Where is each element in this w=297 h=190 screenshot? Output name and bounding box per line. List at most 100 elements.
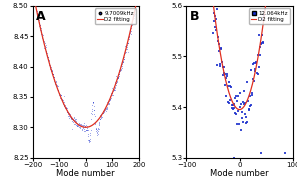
Point (211, 32, 215, 35)
Point (86, 133, 90, 136)
Point (40, 33, 45, 36)
Point (52, 78, 57, 81)
X-axis label: Mode number: Mode number (56, 169, 115, 178)
Point (56, 85, 61, 88)
Point (261, 42, 266, 45)
Point (36, 19, 41, 22)
Point (60, 97, 65, 101)
X-axis label: Mode number: Mode number (210, 169, 269, 178)
Point (65, 110, 70, 113)
Point (89, 112, 94, 115)
Point (239, 102, 244, 105)
Point (112, 84, 116, 87)
Point (104, 103, 109, 106)
Point (67, 115, 72, 118)
Point (34, 10, 39, 13)
Point (72, 118, 77, 121)
Point (246, 107, 251, 110)
Point (53, 80, 58, 83)
Point (97, 122, 102, 125)
Point (252, 80, 257, 83)
Point (73, 122, 78, 125)
Point (133, 4, 138, 7)
Point (95, 133, 100, 136)
Point (109, 91, 113, 94)
Point (115, 76, 120, 79)
Point (241, 120, 246, 124)
Point (211, 11, 216, 14)
Point (82, 129, 86, 132)
Point (52, 76, 56, 79)
Point (106, 100, 110, 103)
Point (45, 55, 50, 58)
Point (48, 65, 52, 68)
Point (231, 103, 236, 106)
Point (128, 31, 133, 34)
Point (221, 66, 225, 69)
Point (127, 35, 132, 38)
Point (259, 41, 264, 44)
Point (258, 151, 263, 154)
Point (54, 80, 59, 83)
Point (120, 61, 125, 64)
Point (49, 70, 54, 73)
Point (78, 124, 83, 127)
Legend: 9.7009kHz, D2 fitting: 9.7009kHz, D2 fitting (95, 9, 136, 24)
Point (54, 84, 59, 87)
Point (99, 111, 104, 114)
Point (46, 57, 50, 60)
Point (93, 122, 97, 125)
Point (116, 77, 120, 80)
Point (120, 64, 124, 67)
Point (41, 37, 46, 40)
Point (111, 87, 116, 90)
Point (129, 21, 134, 24)
Point (71, 117, 76, 120)
Point (61, 103, 65, 106)
Point (106, 101, 110, 104)
Point (114, 75, 119, 78)
Point (126, 37, 131, 40)
Point (37, 23, 42, 26)
Point (236, 110, 241, 113)
Point (67, 115, 71, 118)
Point (255, 72, 259, 75)
Point (113, 86, 118, 89)
Point (110, 91, 115, 94)
Point (51, 79, 56, 82)
Point (40, 34, 44, 37)
Point (56, 92, 61, 95)
Point (44, 51, 49, 54)
Point (56, 88, 60, 91)
Point (105, 105, 109, 108)
Point (79, 125, 84, 128)
Point (51, 75, 56, 78)
Point (34, 5, 38, 8)
Point (118, 70, 122, 73)
Point (44, 52, 49, 55)
Point (78, 127, 82, 130)
Point (132, 13, 136, 17)
Point (77, 122, 82, 125)
Point (257, 34, 261, 37)
Point (87, 139, 92, 142)
Point (39, 30, 44, 33)
Point (71, 117, 76, 120)
Point (61, 102, 66, 105)
Point (230, 107, 235, 110)
Point (229, 86, 233, 89)
Point (34, 12, 39, 15)
Text: A: A (36, 10, 45, 23)
Point (50, 73, 55, 76)
Point (85, 124, 89, 127)
Point (58, 96, 62, 99)
Point (119, 66, 124, 69)
Point (262, 15, 267, 18)
Point (225, 72, 230, 75)
Point (103, 107, 108, 110)
Point (103, 106, 108, 109)
Point (118, 69, 123, 72)
Point (55, 87, 60, 90)
Legend: 12.064kHz, D2 fitting: 12.064kHz, D2 fitting (249, 9, 290, 24)
Point (133, 8, 138, 11)
